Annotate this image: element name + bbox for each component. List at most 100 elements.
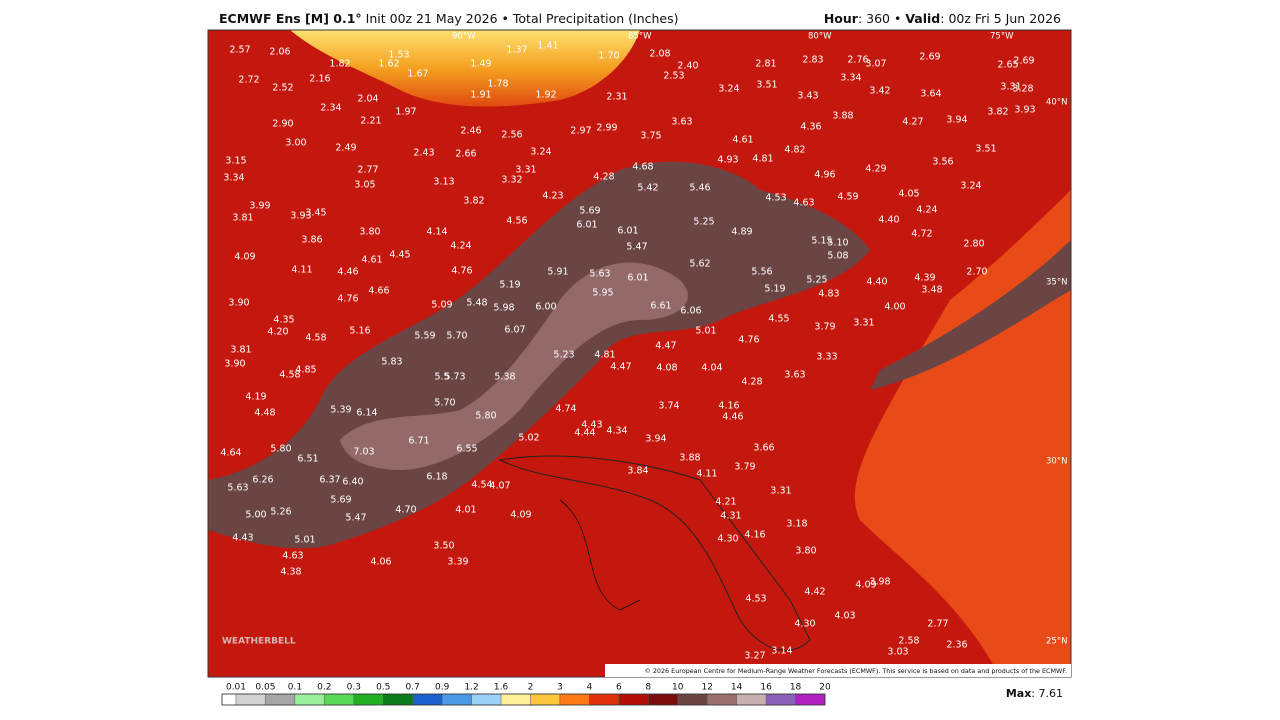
- precip-label: 3.63: [784, 370, 805, 381]
- precip-label: 3.00: [285, 138, 306, 149]
- precip-label: 4.40: [878, 215, 899, 226]
- precip-label: 5.70: [434, 398, 455, 409]
- precip-label: 5.15: [811, 236, 832, 247]
- precip-label: 4.05: [898, 189, 919, 200]
- precip-label: 1.53: [388, 50, 409, 61]
- title-left: ECMWF Ens [M] 0.1° Init 00z 21 May 2026 …: [219, 11, 679, 26]
- precip-label: 3.90: [228, 298, 249, 309]
- valid-key: Valid: [905, 11, 940, 26]
- precip-label: 4.28: [741, 377, 762, 388]
- precip-label: 4.36: [800, 122, 821, 133]
- precip-label: 6.71: [408, 436, 429, 447]
- precip-label: 3.79: [814, 322, 835, 333]
- legend-tick-label: 1.2: [464, 683, 478, 693]
- legend-swatch: [618, 693, 649, 706]
- precip-label: 4.40: [866, 277, 887, 288]
- precip-label: 2.21: [360, 116, 381, 127]
- precip-label: 4.81: [594, 350, 615, 361]
- precip-label: 3.31: [853, 318, 874, 329]
- precip-label: 4.29: [865, 164, 886, 175]
- precip-label: 3.34: [840, 73, 861, 84]
- precip-label: 5.69: [579, 206, 600, 217]
- precip-label: 4.48: [254, 408, 275, 419]
- precip-label: 3.88: [832, 111, 853, 122]
- precip-label: 5.63: [227, 483, 248, 494]
- precip-label: 3.33: [816, 352, 837, 363]
- precip-label: 2.56: [501, 130, 522, 141]
- precip-label: 7.03: [353, 447, 374, 458]
- precip-label: 3.03: [887, 647, 908, 658]
- precip-label: 4.61: [361, 255, 382, 266]
- precip-label: 4.30: [717, 534, 738, 545]
- lat-label: 40°N: [1046, 98, 1067, 108]
- precip-label: 4.81: [752, 154, 773, 165]
- legend-tick-label: 0.9: [435, 683, 450, 693]
- legend-tick-label: 2: [528, 683, 534, 693]
- legend-tick-label: 0.2: [317, 683, 331, 693]
- legend-swatch: [235, 693, 266, 706]
- precip-label: 4.11: [291, 265, 312, 276]
- precip-label: 4.20: [267, 327, 288, 338]
- precip-label: 5.69: [330, 495, 351, 506]
- max-val: : 7.61: [1031, 687, 1063, 700]
- legend-tick-label: 8: [645, 683, 651, 693]
- legend-tick-label: 0.7: [406, 683, 420, 693]
- precip-label: 4.24: [450, 241, 471, 252]
- precip-label: 3.94: [645, 434, 666, 445]
- precip-label: 2.69: [919, 52, 940, 63]
- lat-label: 30°N: [1046, 457, 1067, 467]
- precip-label: 4.58: [305, 333, 326, 344]
- legend-swatch: [353, 693, 384, 706]
- logo: WEATHERBELL: [222, 637, 296, 647]
- precip-label: 3.51: [975, 144, 996, 155]
- credit: © 2026 European Centre for Medium-Range …: [644, 667, 1067, 675]
- legend-swatch: [500, 693, 531, 706]
- precip-label: 2.65: [997, 60, 1018, 71]
- precip-label: 4.01: [455, 505, 476, 516]
- legend-swatch: [530, 693, 561, 706]
- precip-label: 5.25: [806, 275, 827, 286]
- model-name: ECMWF Ens [M] 0.1°: [219, 11, 362, 26]
- precip-label: 4.58: [279, 370, 300, 381]
- precip-label: 4.23: [542, 191, 563, 202]
- precip-label: 2.77: [927, 619, 948, 630]
- map: [208, 30, 1071, 677]
- precip-label: 3.14: [771, 646, 792, 657]
- precip-label: 2.34: [320, 103, 341, 114]
- legend-tick-label: 6: [616, 683, 622, 693]
- max-value: Max: 7.61: [1006, 687, 1063, 700]
- precip-label: 5.83: [381, 357, 402, 368]
- precip-label: 2.90: [272, 119, 293, 130]
- precip-label: 4.35: [273, 315, 294, 326]
- precip-label: 3.75: [640, 131, 661, 142]
- legend-tick-label: 10: [672, 683, 684, 693]
- precip-label: 1.41: [537, 41, 558, 52]
- heavy-band: [870, 240, 1071, 390]
- precip-label: 3.24: [530, 147, 551, 158]
- precip-label: 4.72: [911, 229, 932, 240]
- precip-label: 3.27: [744, 651, 765, 662]
- precip-label: 3.82: [987, 107, 1008, 118]
- precip-label: 3.99: [249, 201, 270, 212]
- precip-label: 3.24: [718, 84, 739, 95]
- legend-tick-label: 16: [760, 683, 772, 693]
- precip-label: 4.06: [370, 557, 391, 568]
- precip-label: 3.93: [290, 211, 311, 222]
- precip-label: 3.94: [946, 115, 967, 126]
- precip-label: 5.01: [695, 326, 716, 337]
- legend-tick-label: 14: [731, 683, 743, 693]
- precip-label: 3.88: [679, 453, 700, 464]
- precip-label: 5.59: [414, 331, 435, 342]
- precip-label: 5.08: [827, 251, 848, 262]
- precip-label: 3.31: [1000, 82, 1021, 93]
- lon-label: 90°W: [452, 32, 476, 42]
- max-key: Max: [1006, 687, 1031, 700]
- precip-label: 2.36: [946, 640, 967, 651]
- precip-label: 6.00: [535, 302, 556, 313]
- precip-label: 4.68: [632, 162, 653, 173]
- precip-label: 5.80: [475, 411, 496, 422]
- precip-label: 4.04: [701, 363, 722, 374]
- precip-label: 1.49: [470, 59, 491, 70]
- precip-label: 6.01: [627, 273, 648, 284]
- precip-label: 2.69: [1013, 56, 1034, 67]
